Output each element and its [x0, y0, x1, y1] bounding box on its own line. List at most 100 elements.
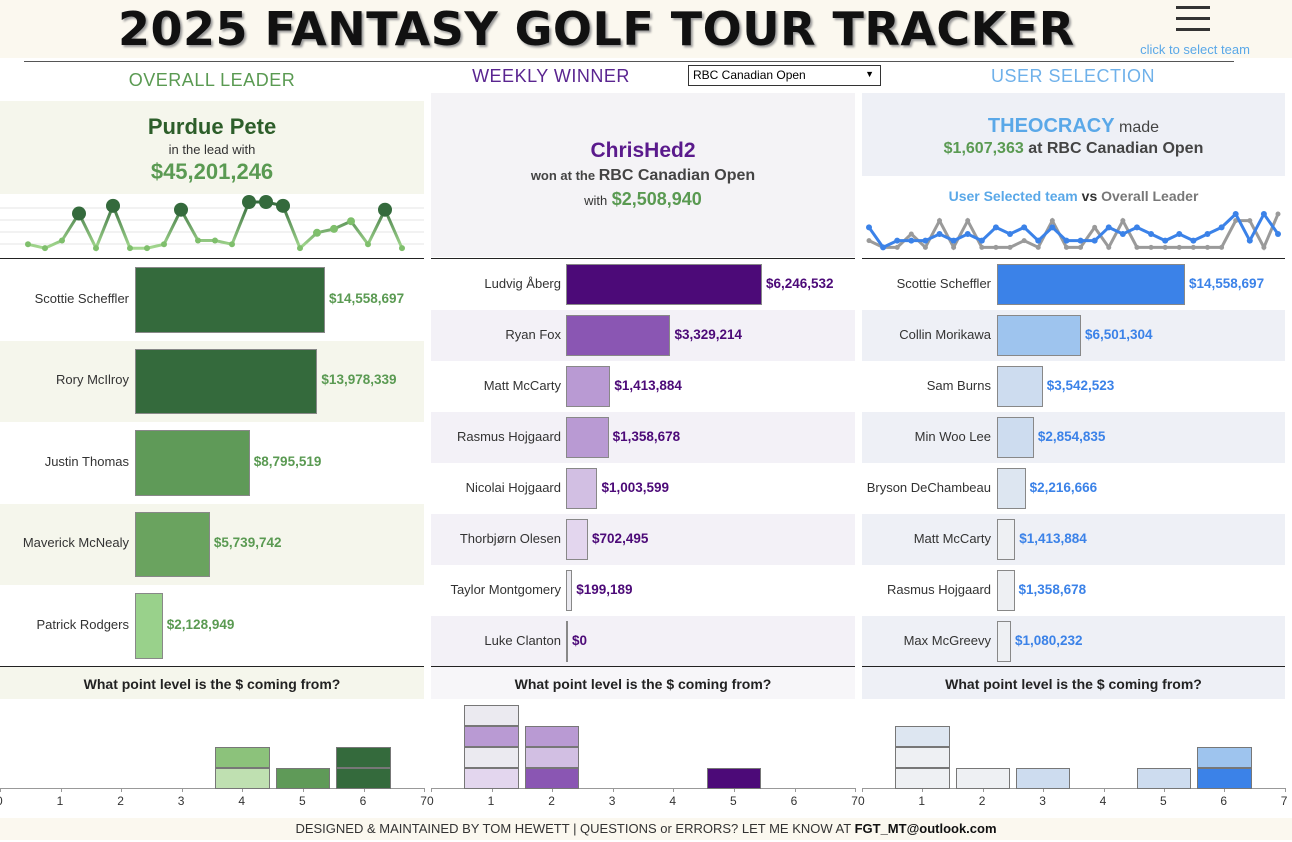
histogram-tick-label: 1: [487, 794, 495, 808]
histogram-tick-mark: [424, 788, 426, 792]
footer-email[interactable]: FGT_MT@outlook.com: [854, 821, 997, 836]
player-name: Sam Burns: [926, 377, 991, 393]
weekly-question: What point level is the $ coming from?: [431, 667, 855, 699]
earnings-bar: [135, 267, 325, 333]
histogram-cell[interactable]: [464, 726, 519, 747]
histogram-tick-mark: [363, 788, 365, 792]
player-row[interactable]: Collin Morikawa $6,501,304: [862, 310, 1285, 361]
histogram-cell[interactable]: [706, 768, 762, 789]
histogram-cell[interactable]: [1016, 768, 1071, 789]
earnings-value: $6,501,304: [1084, 326, 1153, 342]
hamburger-menu-icon[interactable]: [1174, 6, 1212, 36]
histogram-cell[interactable]: [275, 768, 331, 789]
earnings-bar: [997, 315, 1081, 356]
user-series-point: [880, 244, 887, 251]
histogram-cell[interactable]: [215, 768, 270, 789]
player-row[interactable]: Rasmus Hojgaard $1,358,678: [431, 412, 855, 463]
histogram-tick-mark: [552, 788, 554, 792]
earnings-value: $702,495: [592, 530, 649, 546]
player-row[interactable]: Ryan Fox $3,329,214: [431, 310, 855, 361]
histogram-tick-label: 2: [548, 794, 555, 808]
leader-sparkline-point: [229, 241, 235, 248]
user-series-point: [908, 237, 915, 244]
histogram-cell[interactable]: [1197, 747, 1252, 768]
player-row[interactable]: Sam Burns $3,542,523: [862, 361, 1285, 412]
leader-sparkline-point: [195, 237, 201, 244]
user-team-card: THEOCRACY made $1,607,363 at RBC Canadia…: [862, 93, 1285, 176]
player-name: Rasmus Hojgaard: [886, 581, 991, 597]
leader-sparkline: [0, 195, 424, 252]
user-series-point: [992, 224, 999, 231]
histogram-cell[interactable]: [464, 705, 519, 726]
player-row[interactable]: Max McGreevy $1,080,232: [862, 616, 1285, 667]
histogram-cell[interactable]: [895, 747, 950, 768]
player-row[interactable]: Justin Thomas $8,795,519: [0, 422, 424, 504]
user-series-point: [1218, 224, 1225, 231]
leader-series-point: [922, 244, 928, 250]
event-dropdown[interactable]: RBC Canadian Open ▼: [688, 65, 881, 86]
user-event-name: RBC Canadian Open: [1046, 140, 1204, 157]
user-series-point: [1091, 237, 1098, 244]
menu-hint[interactable]: click to select team: [1140, 42, 1250, 57]
histogram-cell[interactable]: [336, 747, 391, 768]
earnings-bar: [997, 417, 1034, 458]
weekly-winner-card: ChrisHed2 won at the RBC Canadian Open w…: [431, 93, 855, 257]
player-row[interactable]: Thorbjørn Olesen $702,495: [431, 514, 855, 565]
footer-text: DESIGNED & MAINTAINED BY TOM HEWETT | QU…: [295, 821, 851, 836]
earnings-value: $1,358,678: [1018, 581, 1087, 597]
player-row[interactable]: Patrick Rodgers $2,128,949: [0, 585, 424, 667]
histogram-tick-label: 5: [299, 794, 306, 808]
weekly-winner-title: WEEKLY WINNER: [472, 66, 630, 86]
player-row[interactable]: Bryson DeChambeau $2,216,666: [862, 463, 1285, 514]
histogram-tick-label: 4: [238, 794, 246, 808]
histogram-tick-label: 6: [790, 794, 798, 808]
player-row[interactable]: Nicolai Hojgaard $1,003,599: [431, 463, 855, 514]
histogram-tick-mark: [1164, 788, 1165, 792]
player-row[interactable]: Matt McCarty $1,413,884: [431, 361, 855, 412]
player-row[interactable]: Maverick McNealy $5,739,742: [0, 503, 424, 585]
user-series-point: [1077, 237, 1084, 244]
histogram-cell[interactable]: [1197, 768, 1252, 789]
player-row[interactable]: Luke Clanton $0: [431, 616, 855, 667]
histogram-tick-mark: [431, 788, 432, 792]
leader-series-point: [993, 244, 999, 250]
user-series-point: [1275, 231, 1281, 237]
player-row[interactable]: Scottie Scheffler $14,558,697: [862, 259, 1285, 310]
lead-text: in the lead with: [168, 142, 256, 157]
histogram-cell[interactable]: [895, 726, 950, 747]
player-row[interactable]: Matt McCarty $1,413,884: [862, 514, 1285, 565]
histogram-tick-label: 3: [1039, 794, 1046, 808]
histogram-cell[interactable]: [336, 768, 391, 789]
player-row[interactable]: Rasmus Hojgaard $1,358,678: [862, 565, 1285, 616]
player-row[interactable]: Rory McIlroy $13,978,339: [0, 340, 424, 422]
won-at-line: won at the RBC Canadian Open: [431, 167, 855, 185]
player-name: Patrick Rodgers: [36, 616, 129, 632]
player-row[interactable]: Ludvig Åberg $6,246,532: [431, 259, 855, 310]
player-row[interactable]: Min Woo Lee $2,854,835: [862, 412, 1285, 463]
histogram-tick-mark: [0, 788, 1, 792]
histogram-cell[interactable]: [464, 747, 519, 768]
histogram-cell[interactable]: [215, 747, 270, 768]
histogram-cell[interactable]: [464, 768, 519, 789]
leader-sparkline-point: [42, 245, 48, 252]
player-row[interactable]: Scottie Scheffler $14,558,697: [0, 259, 424, 341]
histogram-cell[interactable]: [955, 768, 1010, 789]
earnings-bar: [566, 366, 611, 407]
histogram-axis: [431, 788, 856, 789]
user-series-point: [1190, 237, 1197, 244]
histogram-cell[interactable]: [1136, 768, 1192, 789]
chevron-down-icon: ▼: [865, 69, 874, 79]
leader-series-point: [866, 238, 872, 244]
leader-total: $45,201,246: [150, 159, 274, 184]
leader-series-point: [1120, 218, 1126, 224]
player-row[interactable]: Taylor Montgomery $199,189: [431, 565, 855, 616]
earnings-value: $6,246,532: [766, 275, 834, 291]
winner-total: $2,508,940: [611, 189, 702, 209]
histogram-cell[interactable]: [524, 747, 580, 768]
earnings-value: $3,542,523: [1046, 377, 1115, 393]
histogram-cell[interactable]: [895, 768, 950, 789]
histogram-cell[interactable]: [524, 726, 580, 747]
earnings-value: $1,413,884: [1019, 530, 1087, 546]
histogram-cell[interactable]: [524, 768, 580, 789]
winner-name: ChrisHed2: [590, 139, 696, 162]
